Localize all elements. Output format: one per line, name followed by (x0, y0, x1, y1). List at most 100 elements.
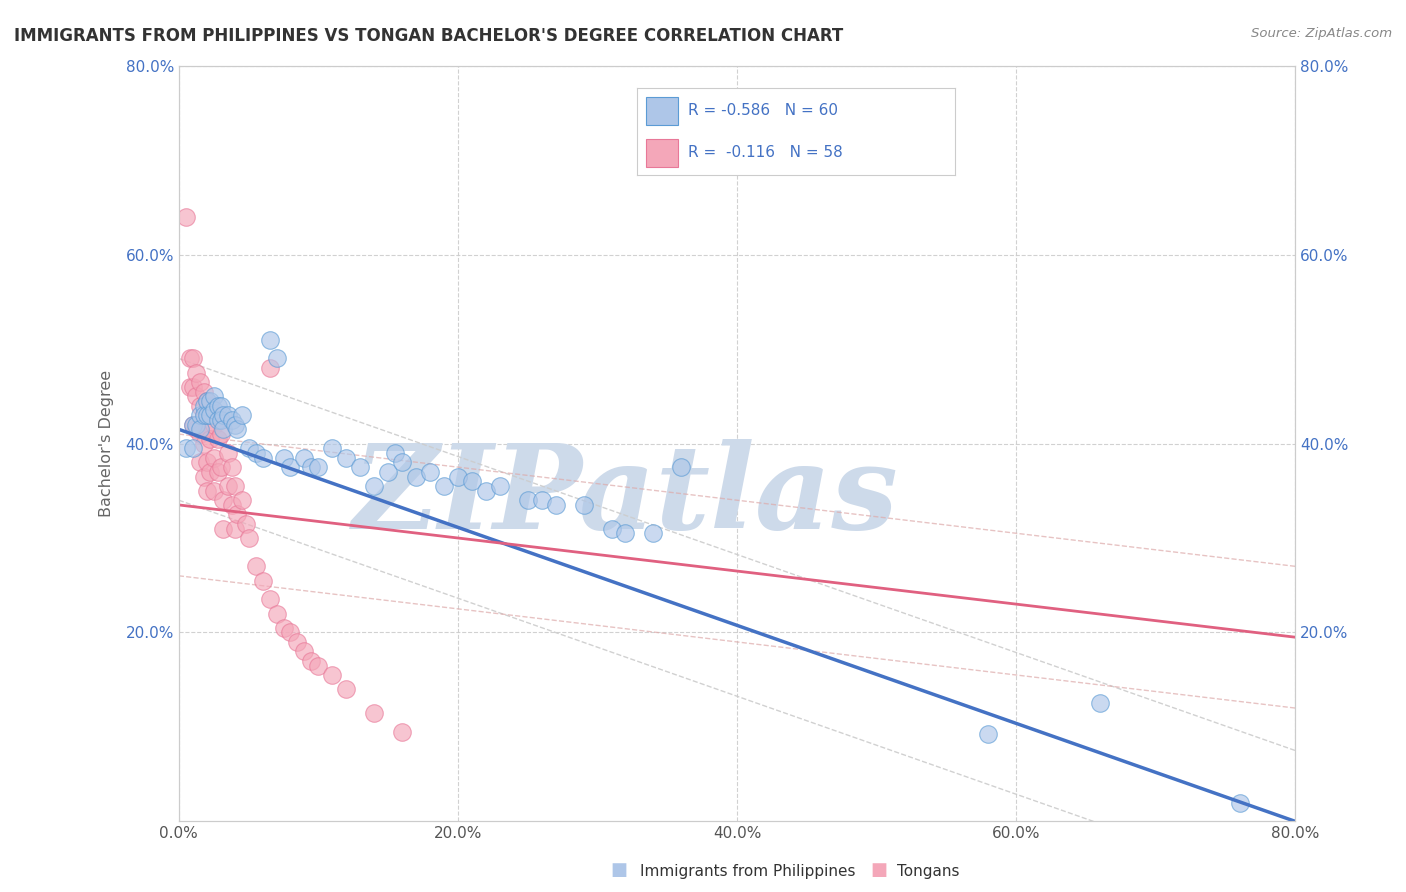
Point (209, 399, 232, 413)
Point (193, 384, 215, 399)
Point (212, 522, 235, 536)
Point (198, 465, 221, 479)
Point (198, 432, 221, 446)
Point (188, 422, 211, 436)
Point (252, 574, 274, 588)
Point (377, 465, 399, 479)
Point (384, 446, 406, 460)
Point (1088, 697, 1111, 711)
Point (221, 498, 243, 512)
Point (238, 442, 260, 456)
Point (195, 394, 218, 409)
Point (179, 351, 201, 366)
Point (226, 422, 249, 436)
Point (544, 498, 567, 512)
Point (207, 413, 229, 427)
Point (1229, 796, 1251, 810)
Point (181, 351, 204, 366)
Y-axis label: Bachelor's Degree: Bachelor's Degree (100, 370, 114, 517)
Point (184, 389, 207, 403)
Point (188, 399, 211, 413)
Point (212, 422, 235, 436)
Point (405, 469, 427, 483)
Point (184, 417, 207, 432)
Point (193, 469, 215, 483)
Point (202, 483, 225, 498)
Point (643, 526, 665, 541)
Point (174, 442, 197, 456)
Point (600, 522, 623, 536)
Point (273, 621, 295, 635)
Point (245, 559, 267, 574)
Point (259, 360, 281, 375)
Point (181, 442, 204, 456)
Point (181, 417, 204, 432)
Point (231, 493, 253, 508)
Point (977, 726, 1000, 740)
Point (252, 450, 274, 465)
Point (207, 399, 229, 413)
Point (181, 380, 204, 394)
Point (198, 394, 221, 409)
Point (193, 399, 215, 413)
Point (266, 607, 288, 621)
Point (195, 394, 218, 409)
Point (349, 460, 371, 475)
Point (447, 469, 470, 483)
Point (217, 479, 239, 493)
Point (212, 408, 235, 422)
Point (294, 450, 316, 465)
Point (363, 479, 385, 493)
Point (221, 460, 243, 475)
Point (181, 417, 204, 432)
Point (231, 408, 253, 422)
Point (280, 460, 302, 475)
Text: Immigrants from Philippines: Immigrants from Philippines (640, 863, 855, 879)
Point (209, 460, 232, 475)
Point (195, 408, 218, 422)
Point (193, 408, 215, 422)
Text: ZIPatlas: ZIPatlas (353, 439, 898, 554)
Point (530, 493, 553, 508)
Point (193, 436, 215, 450)
Point (217, 408, 239, 422)
Point (224, 479, 246, 493)
Text: Source: ZipAtlas.com: Source: ZipAtlas.com (1251, 27, 1392, 40)
Point (235, 516, 257, 531)
Point (198, 408, 221, 422)
Point (202, 417, 225, 432)
Point (301, 654, 323, 668)
Point (202, 450, 225, 465)
Point (184, 366, 207, 380)
Point (266, 351, 288, 366)
Point (212, 493, 235, 508)
Point (259, 592, 281, 607)
Point (202, 389, 225, 403)
Point (287, 635, 309, 649)
Point (226, 508, 249, 522)
Text: ■: ■ (870, 861, 887, 879)
Point (321, 668, 343, 682)
Point (195, 422, 218, 436)
Point (224, 417, 246, 432)
Point (195, 483, 218, 498)
Point (335, 450, 357, 465)
Point (363, 706, 385, 720)
Point (184, 422, 207, 436)
Text: Tongans: Tongans (897, 863, 959, 879)
Point (516, 493, 538, 508)
Point (217, 446, 239, 460)
Point (245, 446, 267, 460)
Point (572, 498, 595, 512)
Point (294, 644, 316, 658)
Point (193, 408, 215, 422)
Point (195, 455, 218, 469)
Point (307, 460, 329, 475)
Text: IMMIGRANTS FROM PHILIPPINES VS TONGAN BACHELOR'S DEGREE CORRELATION CHART: IMMIGRANTS FROM PHILIPPINES VS TONGAN BA… (14, 27, 844, 45)
Point (307, 658, 329, 673)
Point (221, 413, 243, 427)
Point (391, 724, 413, 739)
Point (321, 442, 343, 456)
Point (614, 526, 637, 541)
Point (489, 479, 512, 493)
